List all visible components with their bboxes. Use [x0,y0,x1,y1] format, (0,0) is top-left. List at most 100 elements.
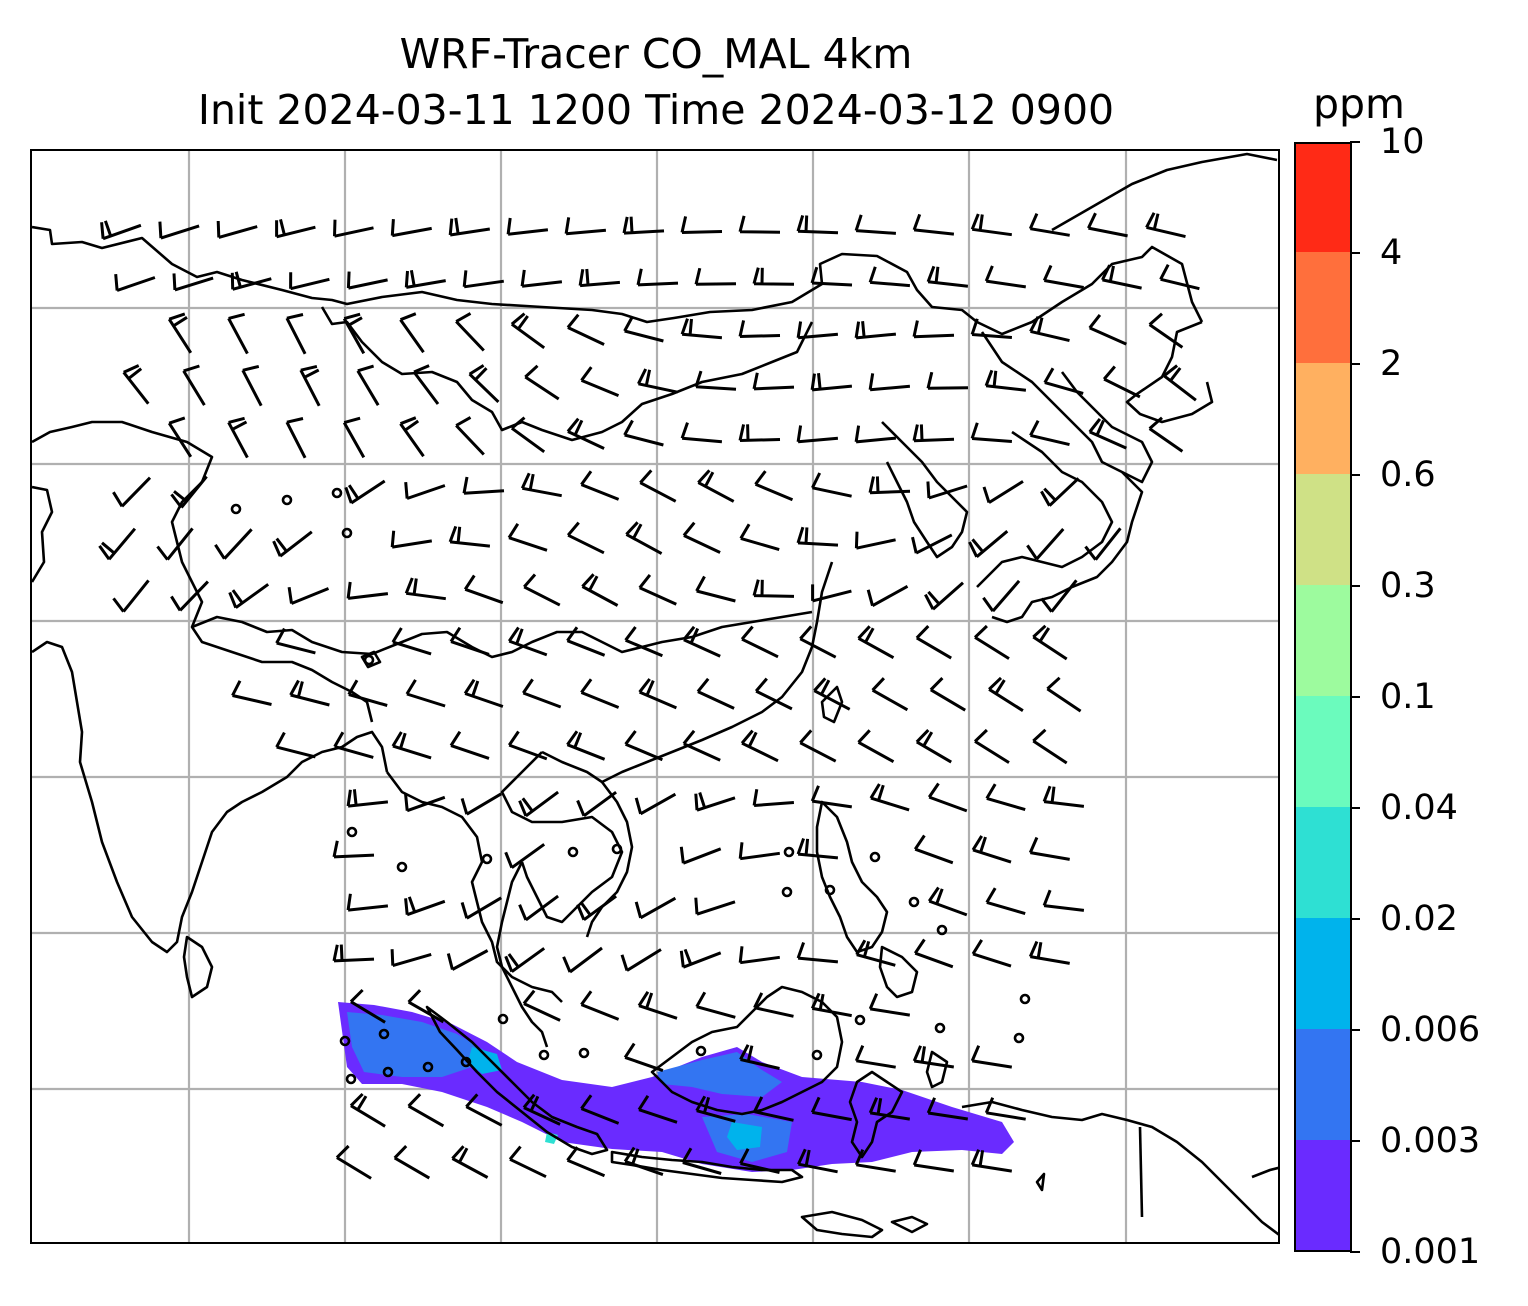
wind-barb [1159,264,1200,291]
wind-barb [623,315,664,343]
wind-barb [285,313,307,355]
wind-barb [679,846,722,865]
wind-barb [391,627,432,656]
calm-marker [936,924,948,936]
wind-barb [463,574,504,605]
colorbar-tick [1350,363,1360,365]
wind-barb [738,946,781,965]
wind-barb [797,1148,838,1174]
wind-barb [578,268,621,288]
wind-barb [810,992,852,1018]
wind-barb [566,626,606,657]
wind-barb [523,573,561,607]
tracer-plume-core [347,1012,487,1077]
wind-barb [926,481,968,500]
colorbar-unit: ppm [1313,80,1405,128]
calm-marker [538,1049,550,1061]
wind-barb [507,730,548,761]
wind-barb [1028,212,1070,237]
wind-barb [868,476,911,495]
calm-marker [346,826,358,838]
wind-barb [739,523,780,552]
wind-barb [1087,212,1128,238]
coastline-china-east [320,306,814,442]
wind-barb [913,938,954,969]
wind-barb [241,364,263,407]
wind-barb [390,949,432,968]
map-canvas[interactable] [32,151,1280,1244]
coastlines [32,152,1278,1239]
colorbar-tick-label: 10 [1380,122,1425,162]
colorbar-tick-label: 0.006 [1380,1010,1481,1050]
wind-barb [344,479,386,505]
wind-barb [449,626,490,656]
wind-barb [970,422,1013,443]
wind-barb [412,364,440,405]
wind-barb [522,678,562,709]
colorbar-segment [1296,917,1350,1029]
colorbar-tick [1350,1029,1360,1031]
wind-barb [970,1149,1013,1173]
coastline-thailand-gulf [500,751,624,924]
wind-barb [681,1147,722,1175]
wind-barb [566,417,605,450]
wind-barb [448,525,491,548]
wind-barb [1042,785,1085,808]
wind-barb [695,1095,736,1123]
wind-barb [912,213,955,236]
wind-barb [1043,367,1084,395]
wind-barb [871,677,909,712]
wind-barb [623,1146,664,1177]
wind-barb [172,273,214,292]
wind-barb [167,416,193,458]
colorbar-tick-label: 4 [1380,233,1403,273]
calm-marker [460,1056,472,1068]
wind-barb [738,320,781,338]
wind-barb [510,416,546,454]
colorbar-tick-label: 0.6 [1380,455,1436,495]
colorbar-tick [1350,252,1360,254]
wind-barb [170,580,209,612]
wind-barb [1026,528,1065,560]
wind-barb [507,522,548,552]
wind-barb [346,581,389,600]
coastline-sulawesi [848,1070,904,1159]
wind-barb [98,527,137,561]
coastline-india-west [32,485,54,583]
wind-barb [462,476,505,495]
calm-marker [783,846,795,858]
wind-barb [522,1093,561,1126]
wind-barb [868,1097,911,1121]
wind-barb [455,416,485,456]
wind-barb [581,573,619,607]
wind-barb [333,731,374,759]
calm-marker [281,494,293,506]
wind-barb [738,842,781,861]
calm-marker [382,1066,394,1078]
coastline-philippines [815,800,889,954]
wind-barb [739,1044,780,1070]
colorbar-tick-label: 0.003 [1380,1121,1481,1161]
colorbar [1294,142,1352,1252]
wind-barb [679,948,722,969]
wind-barb [811,584,852,603]
wind-barb [448,217,491,237]
wind-barb [680,422,723,444]
calm-marker [1013,1032,1025,1044]
map-panel[interactable] [30,149,1280,1244]
wind-barb [506,217,549,236]
title-line1: WRF-Tracer CO_MAL 4km [399,30,913,78]
wind-barb [799,729,837,763]
wind-barb [855,939,896,967]
wind-barb [228,583,270,609]
wind-barb [404,481,446,500]
wind-barb [868,993,911,1017]
wind-barb [347,679,388,707]
colorbar-tick-label: 0.3 [1380,566,1436,606]
colorbar-tick [1350,1251,1360,1253]
wind-barb [857,625,895,660]
wind-barb [446,949,489,971]
wind-barb [697,469,735,503]
calm-marker [363,654,375,666]
colorbar-segment [1296,584,1350,696]
